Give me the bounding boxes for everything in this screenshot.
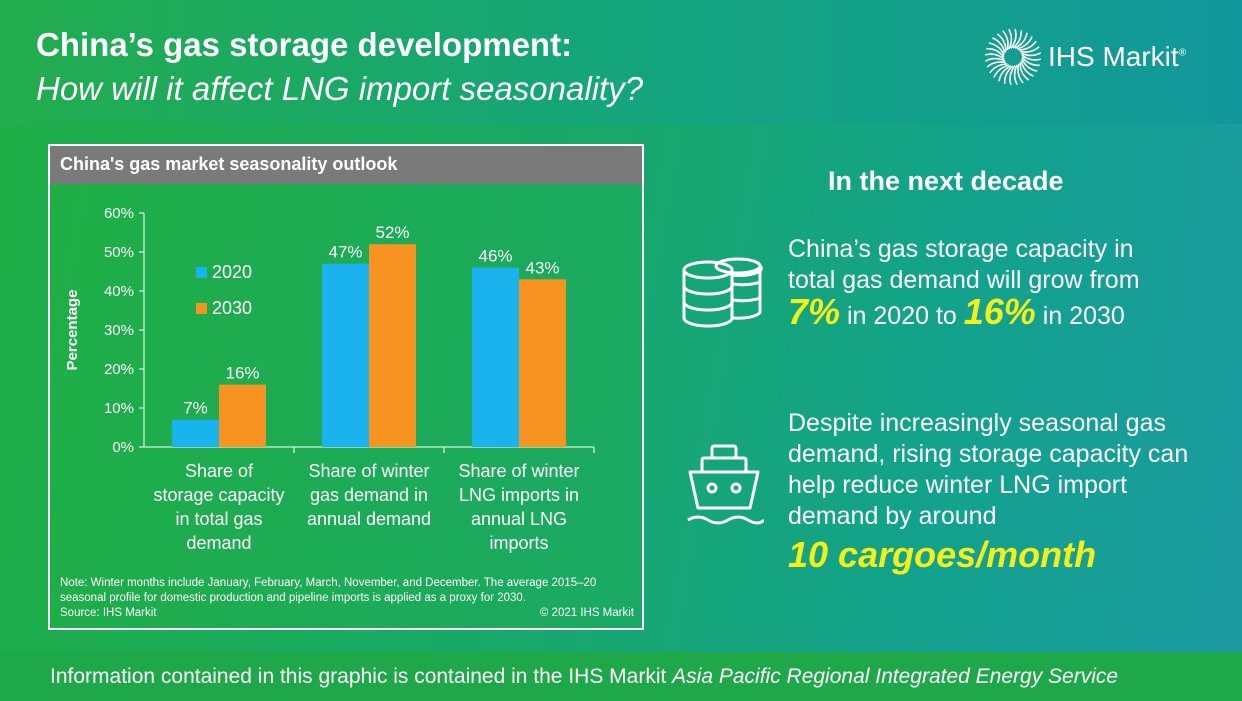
legend-swatch-2020 [196, 267, 207, 278]
data-label-2020-2: 46% [478, 247, 512, 266]
data-label-2020-1: 47% [328, 243, 362, 262]
y-tick-label: 40% [104, 283, 134, 300]
category-label-2: annual LNG [471, 509, 567, 529]
data-label-2020-0: 7% [183, 399, 208, 418]
bar-2020-2 [472, 267, 519, 447]
ihs-markit-logo: IHS Markit® [982, 26, 1222, 90]
storage-line-3: 7% in 2020 to 16% in 2030 [788, 294, 1208, 332]
cargo-highlight: 10 cargoes/month [788, 534, 1097, 575]
footer-band: Information contained in this graphic is… [0, 652, 1242, 701]
storage-line-1: China’s gas storage capacity in [788, 235, 1134, 263]
category-label-2: imports [489, 533, 548, 553]
category-label-0: Share of [185, 461, 254, 481]
y-tick-label: 50% [104, 244, 134, 261]
bar-2020-0 [172, 419, 219, 447]
data-label-2030-2: 43% [525, 258, 559, 277]
category-label-0: demand [186, 533, 251, 553]
bar-2030-2 [519, 279, 566, 447]
chart-title: China's gas market seasonality outlook [60, 154, 398, 174]
next-decade-heading: In the next decade [828, 166, 1064, 196]
category-label-0: in total gas [175, 509, 262, 529]
y-tick-label: 30% [104, 322, 134, 339]
data-label-2030-0: 16% [225, 364, 259, 383]
category-label-0: storage capacity [153, 485, 284, 505]
logo-text: IHS Markit® [1048, 41, 1187, 72]
y-tick-label: 0% [112, 439, 134, 456]
storage-end: in 2030 [1035, 302, 1125, 330]
header-band: China’s gas storage development: How wil… [0, 0, 1242, 124]
footer-text: Information contained in this graphic is… [50, 665, 1119, 688]
bar-2030-1 [369, 244, 416, 447]
chart-panel: China's gas market seasonality outlook 0… [48, 144, 644, 630]
category-label-1: gas demand in [310, 485, 428, 505]
category-label-2: Share of winter [458, 461, 579, 481]
storage-value-2030: 16% [963, 291, 1036, 332]
sunburst-logo-icon [984, 28, 1042, 86]
category-label-1: annual demand [307, 509, 431, 529]
y-tick-label: 60% [104, 205, 134, 222]
storage-mid: in 2020 to [840, 302, 964, 330]
storage-line-2: total gas demand will grow from [788, 266, 1140, 294]
cargo-statement: Despite increasingly seasonal gas demand… [788, 409, 1189, 530]
data-label-2030-1: 52% [375, 223, 409, 242]
chart-copyright: © 2021 IHS Markit [539, 607, 634, 619]
category-label-1: Share of winter [308, 461, 429, 481]
legend-label-2020: 2020 [212, 262, 252, 282]
storage-value-2020: 7% [788, 291, 841, 332]
database-icon [682, 257, 763, 328]
legend-swatch-2030 [196, 303, 207, 314]
chart-source: Source: IHS Markit [60, 607, 157, 619]
y-tick-label: 20% [104, 361, 134, 378]
chart-title-bar: China's gas market seasonality outlook [50, 146, 642, 184]
service-name: Asia Pacific Regional Integrated Energy … [672, 665, 1119, 688]
bar-2020-1 [322, 263, 369, 447]
page-title: China’s gas storage development: [36, 26, 573, 63]
y-tick-label: 10% [104, 400, 134, 417]
storage-statement: China’s gas storage capacity in total ga… [788, 234, 1208, 332]
category-label-2: LNG imports in [459, 485, 579, 505]
legend-label-2030: 2030 [212, 298, 252, 318]
ship-icon [687, 444, 764, 525]
bar-2030-0 [219, 384, 266, 447]
page-subtitle: How will it affect LNG import seasonalit… [36, 70, 644, 107]
bar-chart: 0% 10% 20% 30% 40% 50% 60% Percentage 7% 16% Share… [64, 205, 595, 553]
y-axis-label: Percentage [64, 290, 81, 371]
chart-note: Note: Winter months include January, Feb… [60, 577, 597, 604]
